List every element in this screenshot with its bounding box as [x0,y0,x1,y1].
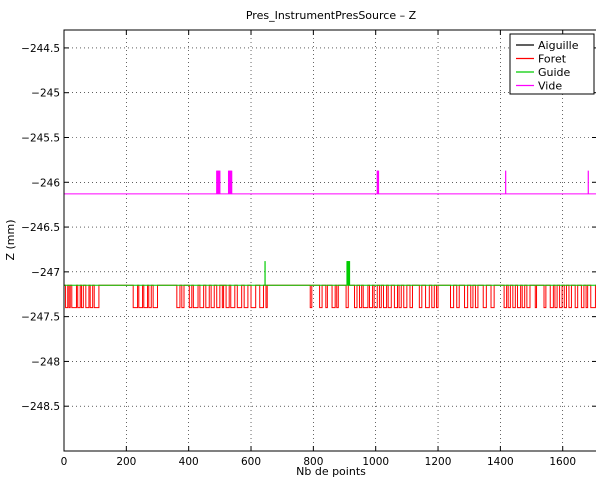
x-tick-label: 200 [116,456,136,468]
x-axis-label: Nb de points [296,465,366,478]
y-tick-label: −248.5 [21,401,60,413]
grid [63,30,596,451]
x-tick-label: 1000 [362,456,389,468]
legend-label-guide: Guide [538,66,571,79]
y-tick-labels: −244.5 −245 −245.5 −246 −246.5 −247 −247.5 −248… [21,43,60,413]
y-tick-label: −246.5 [21,222,60,234]
legend-box [509,33,595,95]
ticks [63,30,596,451]
x-tick-labels: 0 200 400 600 800 1000 1200 1400 1600 [61,456,576,468]
x-tick-label: 0 [61,456,68,468]
x-tick-label: 800 [303,456,323,468]
plot-frame [63,29,596,452]
x-tick-label: 1200 [425,456,452,468]
series-group [64,170,596,309]
legend-label-vide: Vide [538,80,562,93]
y-tick-label: −245.5 [21,132,60,144]
y-tick-label: −247.5 [21,312,60,324]
y-tick-label: −244.5 [21,43,60,55]
y-tick-label: −247 [31,267,60,279]
chart-title: Pres_InstrumentPresSource – Z [246,9,417,22]
x-tick-label: 1600 [549,456,576,468]
y-tick-label: −245 [31,88,60,100]
legend-label-aiguille: Aiguille [538,39,579,52]
x-tick-label: 1400 [487,456,514,468]
legend-label-foret: Foret [538,53,567,66]
y-tick-label: −248 [31,356,60,368]
x-tick-label: 400 [179,456,199,468]
plot-area [63,29,596,452]
y-axis-label: Z (mm) [4,219,17,260]
x-tick-label: 600 [241,456,261,468]
series-line-foret [64,284,596,309]
plot-background [64,30,596,451]
y-tick-label: −246 [31,177,60,189]
